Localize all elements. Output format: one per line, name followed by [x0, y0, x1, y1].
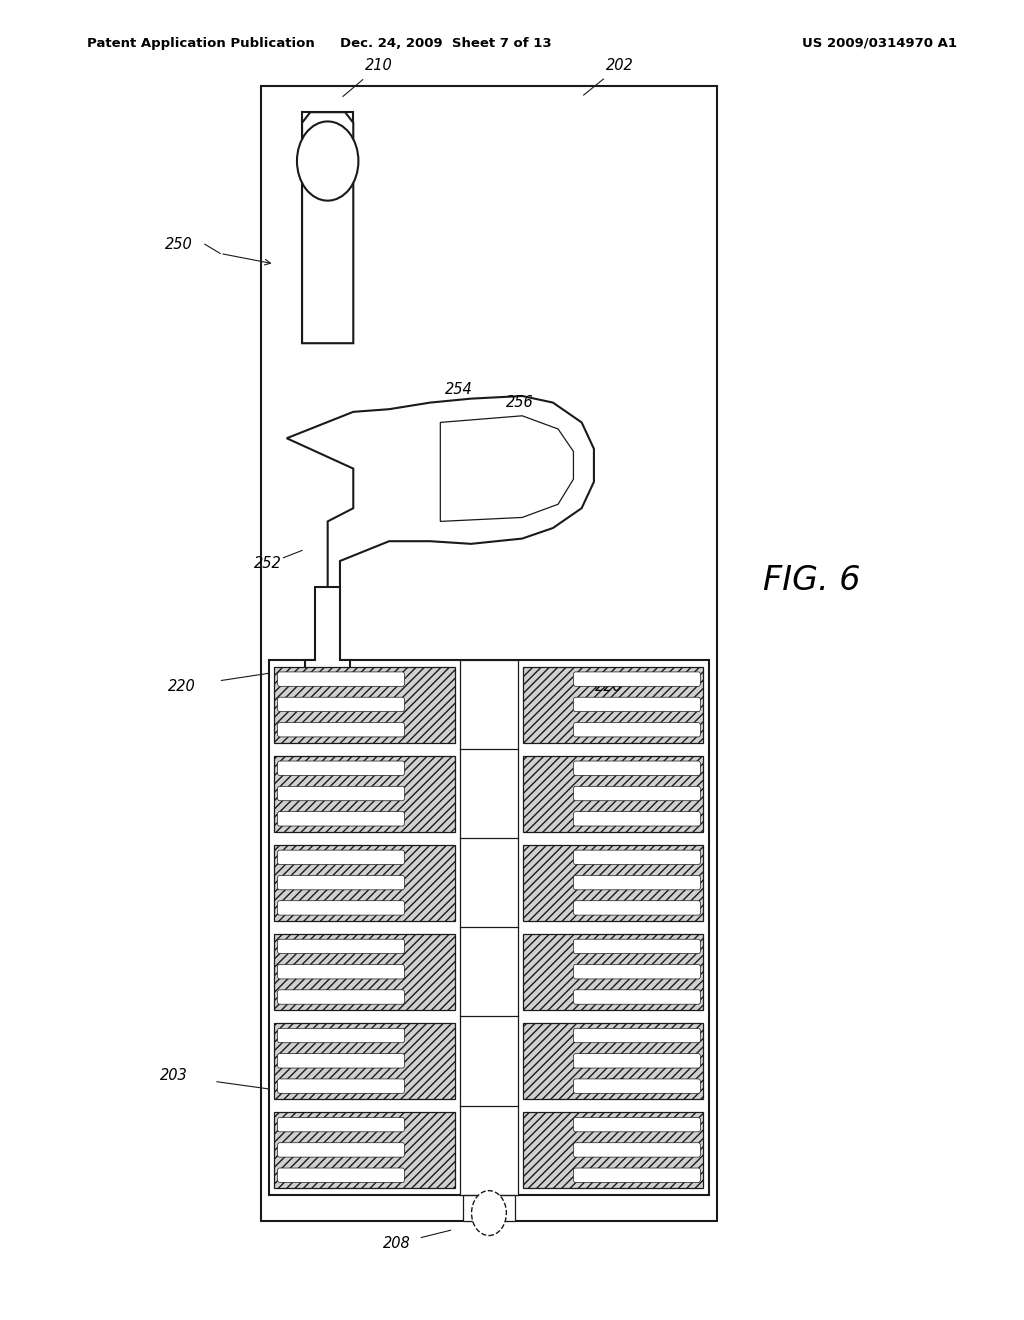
FancyBboxPatch shape — [573, 850, 700, 865]
FancyBboxPatch shape — [278, 672, 404, 686]
Bar — [302, 112, 353, 343]
Text: 203: 203 — [160, 1068, 188, 1084]
FancyBboxPatch shape — [573, 762, 700, 775]
FancyBboxPatch shape — [573, 1168, 700, 1183]
FancyBboxPatch shape — [278, 762, 404, 775]
Text: 256: 256 — [506, 395, 535, 411]
Text: 220: 220 — [598, 1077, 627, 1093]
Bar — [522, 935, 703, 1010]
FancyBboxPatch shape — [573, 940, 700, 953]
FancyBboxPatch shape — [278, 1078, 404, 1093]
FancyBboxPatch shape — [573, 812, 700, 826]
FancyBboxPatch shape — [573, 965, 700, 979]
Bar — [274, 1111, 455, 1188]
Circle shape — [297, 121, 358, 201]
Text: 208: 208 — [383, 1236, 412, 1251]
FancyBboxPatch shape — [573, 1078, 700, 1093]
FancyBboxPatch shape — [278, 812, 404, 826]
FancyBboxPatch shape — [278, 900, 404, 915]
Text: 220: 220 — [595, 678, 624, 694]
Bar — [274, 755, 455, 832]
Bar — [269, 660, 709, 1195]
Bar — [274, 845, 455, 921]
Text: US 2009/0314970 A1: US 2009/0314970 A1 — [803, 37, 957, 50]
Bar — [261, 86, 717, 1221]
FancyBboxPatch shape — [278, 875, 404, 890]
FancyBboxPatch shape — [573, 787, 700, 801]
Polygon shape — [302, 112, 353, 343]
Bar — [522, 755, 703, 832]
FancyBboxPatch shape — [573, 697, 700, 711]
Bar — [522, 1111, 703, 1188]
FancyBboxPatch shape — [278, 940, 404, 953]
Bar — [274, 935, 455, 1010]
Polygon shape — [287, 396, 594, 587]
Text: Patent Application Publication: Patent Application Publication — [87, 37, 314, 50]
FancyBboxPatch shape — [278, 1168, 404, 1183]
FancyBboxPatch shape — [278, 1143, 404, 1158]
Bar — [274, 667, 455, 742]
Text: 210: 210 — [365, 58, 393, 74]
FancyBboxPatch shape — [278, 990, 404, 1005]
FancyBboxPatch shape — [573, 722, 700, 737]
Bar — [274, 1023, 455, 1098]
Text: 250: 250 — [165, 236, 194, 252]
FancyBboxPatch shape — [278, 1118, 404, 1131]
Bar — [522, 845, 703, 921]
FancyBboxPatch shape — [573, 1028, 700, 1043]
Text: 220: 220 — [168, 678, 197, 694]
FancyBboxPatch shape — [573, 900, 700, 915]
Text: Dec. 24, 2009  Sheet 7 of 13: Dec. 24, 2009 Sheet 7 of 13 — [340, 37, 551, 50]
Polygon shape — [305, 587, 350, 673]
FancyBboxPatch shape — [278, 1053, 404, 1068]
Bar — [522, 667, 703, 742]
FancyBboxPatch shape — [278, 697, 404, 711]
Bar — [460, 660, 517, 1195]
FancyBboxPatch shape — [278, 1028, 404, 1043]
Text: FIG. 6: FIG. 6 — [763, 565, 860, 597]
Text: 252: 252 — [254, 556, 283, 572]
Circle shape — [471, 1191, 506, 1236]
Polygon shape — [440, 416, 573, 521]
FancyBboxPatch shape — [278, 722, 404, 737]
Text: 254: 254 — [444, 381, 473, 397]
FancyBboxPatch shape — [573, 1053, 700, 1068]
Text: 202: 202 — [605, 58, 634, 74]
FancyBboxPatch shape — [573, 672, 700, 686]
FancyBboxPatch shape — [573, 1143, 700, 1158]
FancyBboxPatch shape — [278, 965, 404, 979]
FancyBboxPatch shape — [278, 787, 404, 801]
FancyBboxPatch shape — [573, 875, 700, 890]
FancyBboxPatch shape — [573, 1118, 700, 1131]
FancyBboxPatch shape — [278, 850, 404, 865]
Bar — [522, 1023, 703, 1098]
FancyBboxPatch shape — [573, 990, 700, 1005]
Bar — [463, 1195, 515, 1221]
